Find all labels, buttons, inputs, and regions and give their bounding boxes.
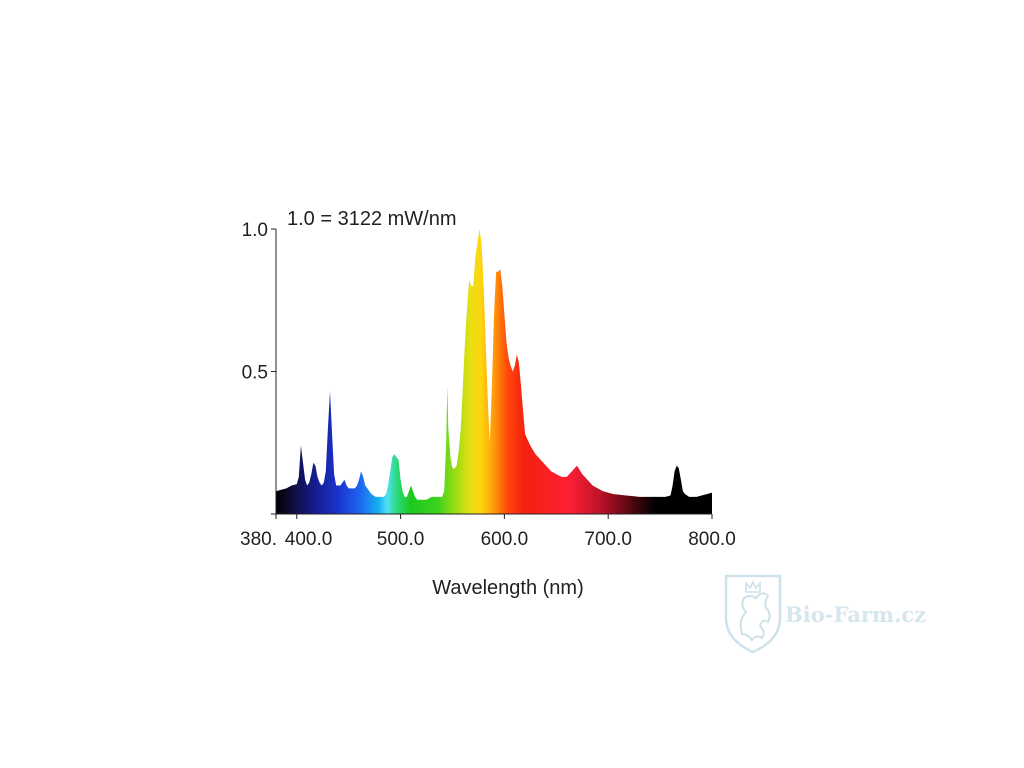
y-tick-label: 0.5 <box>242 363 268 384</box>
x-tick-label: 500.0 <box>377 529 425 550</box>
x-tick-label: 400.0 <box>285 529 333 550</box>
x-tick-label: 380. <box>240 529 277 550</box>
x-axis-title: Wavelength (nm) <box>432 577 584 599</box>
watermark: Bio-Farm.cz <box>724 574 926 654</box>
shield-lion-icon <box>724 574 782 654</box>
watermark-text: Bio-Farm.cz <box>785 602 926 627</box>
x-tick-label: 600.0 <box>481 529 529 550</box>
x-tick-label: 800.0 <box>688 529 736 550</box>
spectrum-area <box>276 229 712 514</box>
y-tick-label: 1.0 <box>242 220 268 241</box>
x-tick-label: 700.0 <box>584 529 632 550</box>
scale-annotation: 1.0 = 3122 mW/nm <box>287 208 457 230</box>
